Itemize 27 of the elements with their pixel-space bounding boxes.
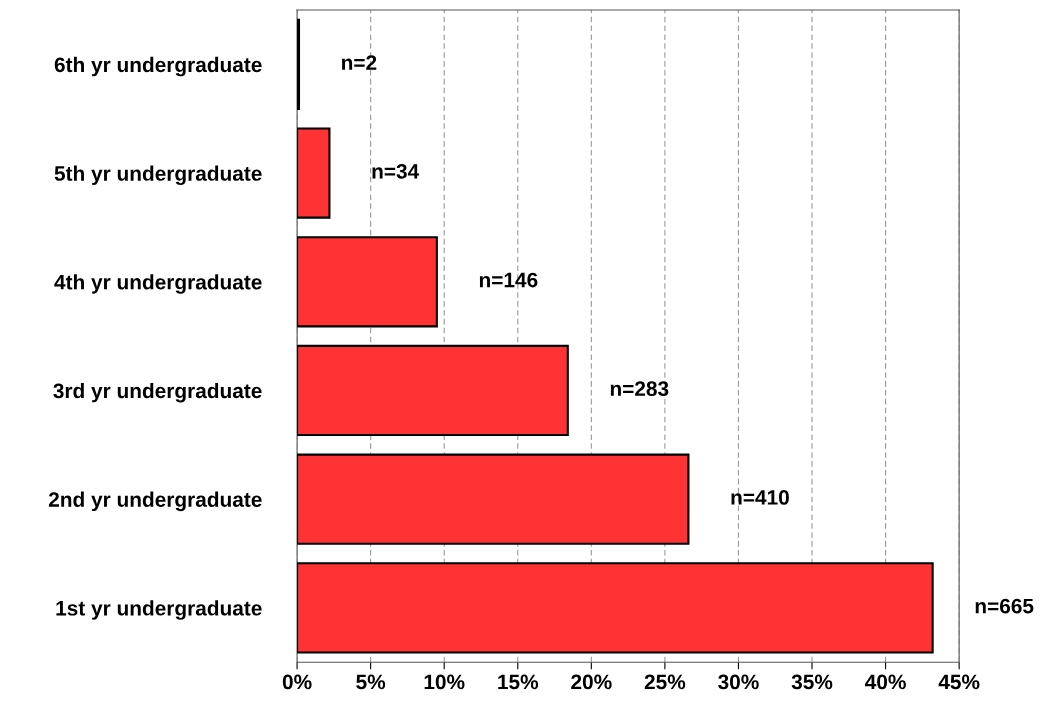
x-tick-label: 10% (424, 674, 465, 690)
y-tick-label: 4th yr undergraduate (54, 274, 262, 294)
x-tick-label: 15% (498, 674, 539, 690)
x-tick-label: 5% (356, 674, 386, 690)
annotation: n=146 (479, 272, 538, 288)
x-tick-label: 25% (644, 674, 686, 690)
x-tick-label: 20% (571, 674, 612, 690)
annotation: n=665 (975, 598, 1034, 614)
x-tick-label: 40% (865, 674, 906, 690)
bar (297, 344, 569, 437)
y-tick-label: 1st yr undergraduate (56, 600, 262, 620)
y-tick-label: 5th yr undergraduate (54, 165, 262, 186)
annotation: n=283 (610, 381, 669, 397)
annotation: n=410 (731, 490, 789, 505)
bar (297, 236, 438, 328)
x-tick-label: 30% (718, 674, 759, 690)
y-tick-label: 2nd yr undergraduate (48, 491, 262, 512)
bar (297, 453, 690, 545)
y-tick-label: 3rd yr undergraduate (53, 382, 262, 403)
bar (297, 562, 934, 654)
x-tick-label: 0% (282, 674, 312, 690)
annotation: n=2 (342, 55, 377, 70)
x-tick-label: 45% (938, 674, 980, 690)
x-tick-label: 35% (791, 674, 833, 690)
annotation: n=34 (372, 163, 420, 179)
y-tick-label: 6th yr undergraduate (54, 56, 262, 77)
bar (297, 127, 331, 219)
